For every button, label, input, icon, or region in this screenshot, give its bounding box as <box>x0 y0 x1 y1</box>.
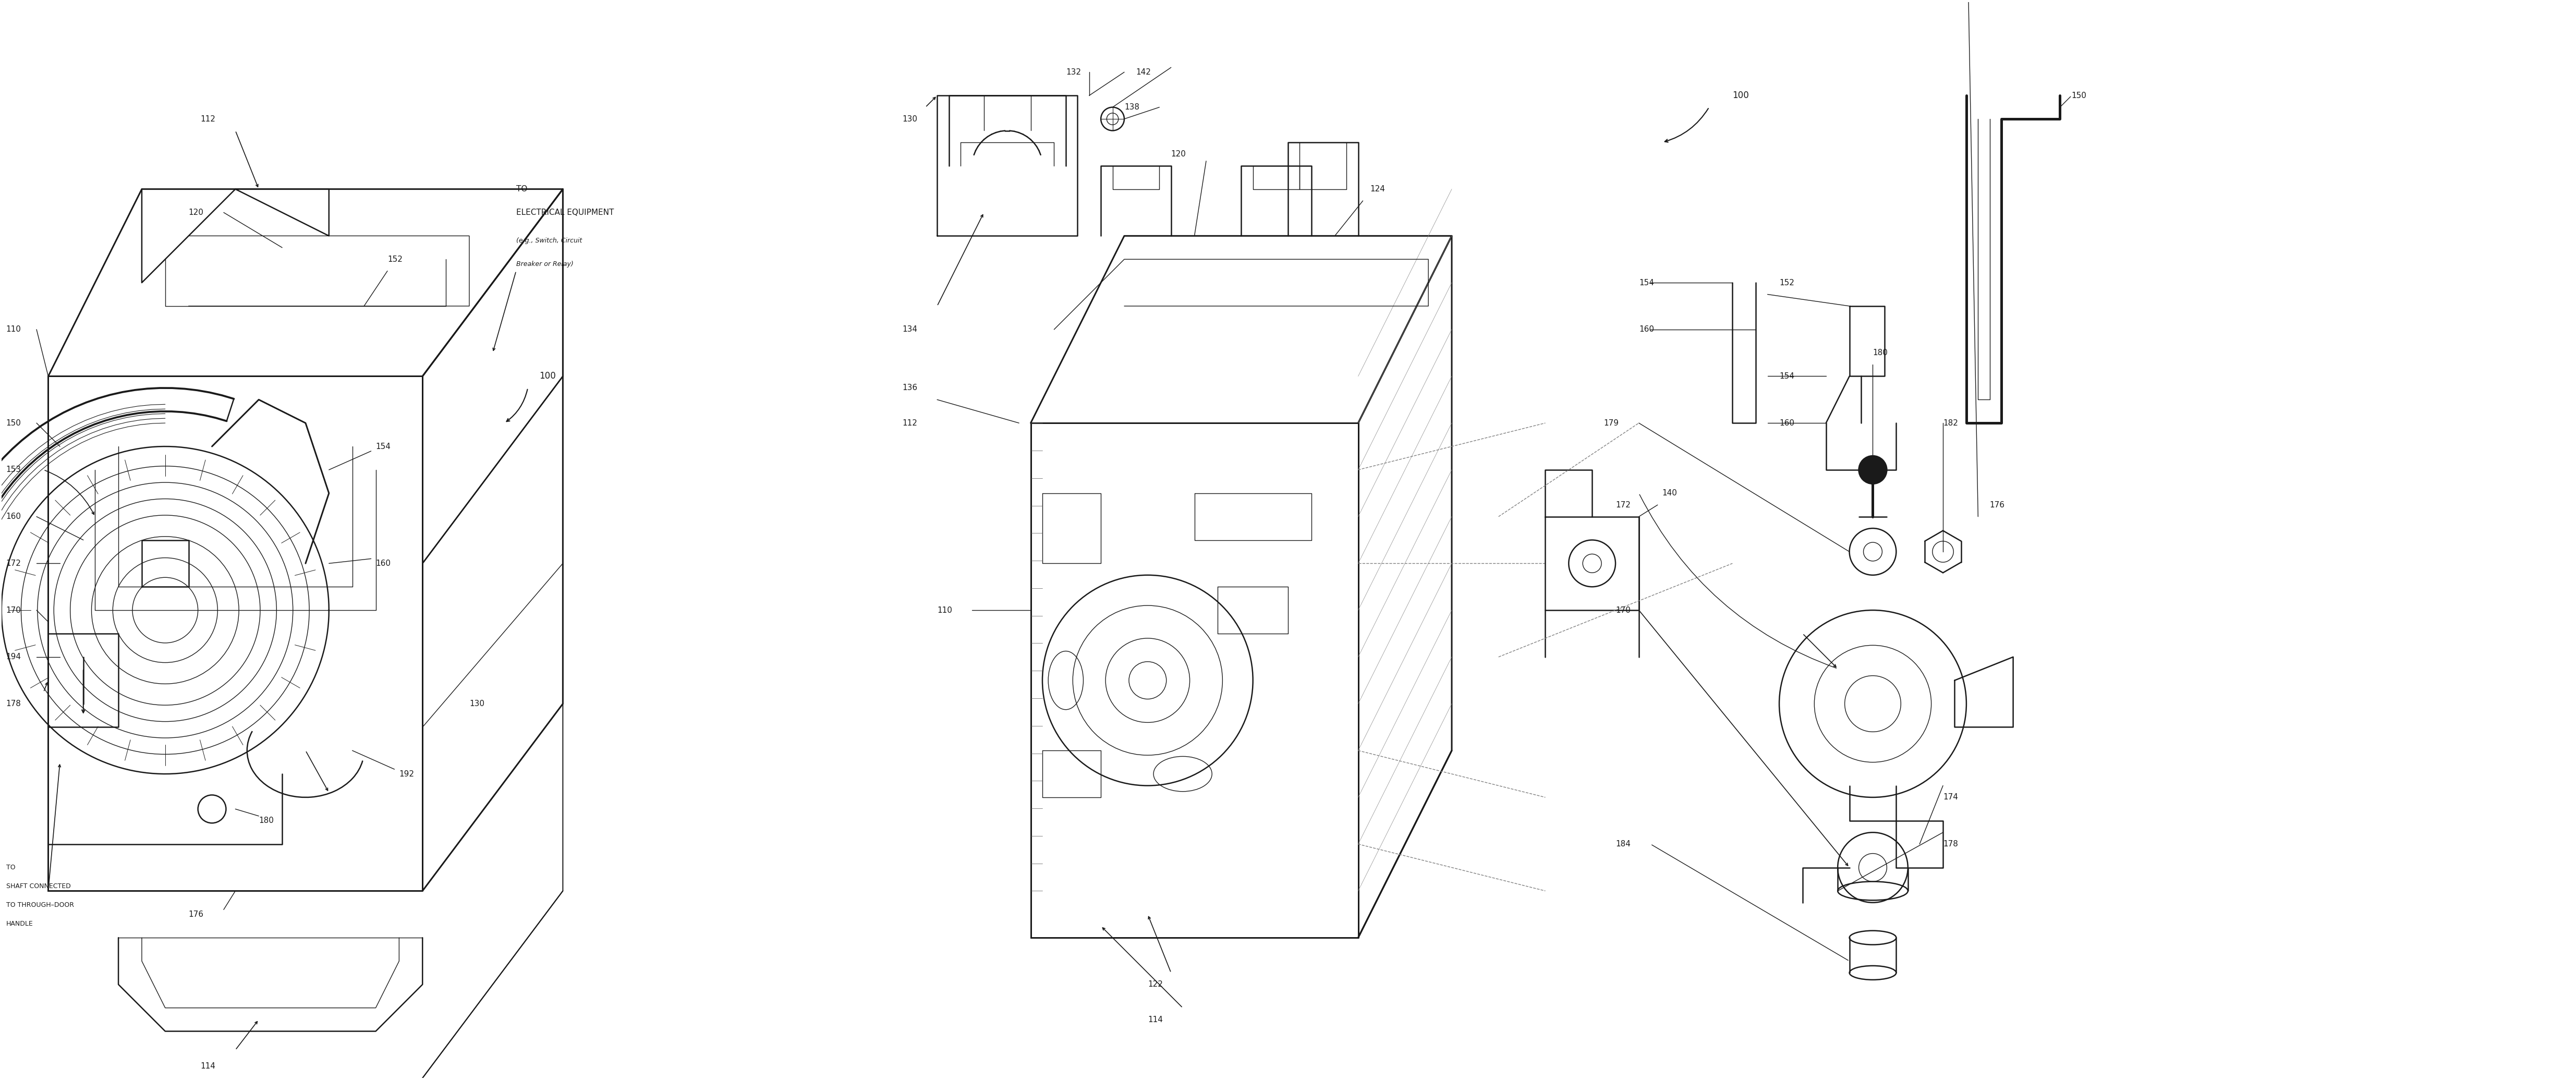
Text: 174: 174 <box>1942 794 1958 801</box>
Text: TO: TO <box>515 185 528 193</box>
Text: 142: 142 <box>1136 68 1151 76</box>
Text: 100: 100 <box>1734 91 1749 100</box>
Text: 153: 153 <box>5 465 21 474</box>
Text: 122: 122 <box>1149 981 1162 988</box>
Text: 130: 130 <box>469 700 484 707</box>
Text: 114: 114 <box>1149 1015 1162 1024</box>
Text: TO: TO <box>5 864 15 870</box>
Text: 178: 178 <box>5 700 21 707</box>
Text: TO THROUGH–DOOR: TO THROUGH–DOOR <box>5 902 75 908</box>
Circle shape <box>1860 456 1886 484</box>
Text: 154: 154 <box>376 443 392 450</box>
Text: 114: 114 <box>201 1063 216 1070</box>
Text: 184: 184 <box>1615 840 1631 848</box>
Text: 180: 180 <box>258 816 273 825</box>
Text: 170: 170 <box>1615 606 1631 615</box>
Text: 194: 194 <box>5 653 21 661</box>
Text: 132: 132 <box>1066 68 1082 76</box>
Text: HANDLE: HANDLE <box>5 920 33 927</box>
Text: 172: 172 <box>1615 501 1631 509</box>
Text: 152: 152 <box>1780 279 1795 286</box>
Text: (e.g., Switch, Circuit: (e.g., Switch, Circuit <box>515 238 582 244</box>
Text: 100: 100 <box>538 372 556 381</box>
Text: 154: 154 <box>1780 373 1795 380</box>
Text: 134: 134 <box>902 325 917 334</box>
Text: ELECTRICAL EQUIPMENT: ELECTRICAL EQUIPMENT <box>515 208 613 216</box>
Text: 170: 170 <box>5 606 21 615</box>
Text: 138: 138 <box>1123 104 1139 111</box>
Text: 160: 160 <box>376 559 392 567</box>
Text: 136: 136 <box>902 384 917 392</box>
Text: 110: 110 <box>5 325 21 334</box>
Text: 176: 176 <box>1989 501 2004 509</box>
Text: 112: 112 <box>201 114 216 123</box>
Text: 130: 130 <box>902 114 917 123</box>
Text: 160: 160 <box>1638 325 1654 334</box>
Text: 110: 110 <box>938 606 953 615</box>
Text: 160: 160 <box>5 513 21 521</box>
Text: 176: 176 <box>188 910 204 918</box>
Text: 150: 150 <box>2071 92 2087 99</box>
Text: 182: 182 <box>1942 419 1958 427</box>
Text: 179: 179 <box>1605 419 1618 427</box>
Text: SHAFT CONNECTED: SHAFT CONNECTED <box>5 882 70 890</box>
Text: 124: 124 <box>1370 185 1386 193</box>
Text: 172: 172 <box>5 559 21 567</box>
Text: 150: 150 <box>5 419 21 427</box>
Text: 112: 112 <box>902 419 917 427</box>
Text: 140: 140 <box>1662 489 1677 497</box>
Text: 160: 160 <box>1780 419 1795 427</box>
Text: 180: 180 <box>1873 349 1888 356</box>
Text: 154: 154 <box>1638 279 1654 286</box>
Text: 120: 120 <box>188 208 204 216</box>
Text: 120: 120 <box>1172 150 1185 158</box>
Text: 152: 152 <box>386 255 402 264</box>
Text: 192: 192 <box>399 770 415 778</box>
Text: 178: 178 <box>1942 840 1958 848</box>
Text: Breaker or Relay): Breaker or Relay) <box>515 260 574 268</box>
